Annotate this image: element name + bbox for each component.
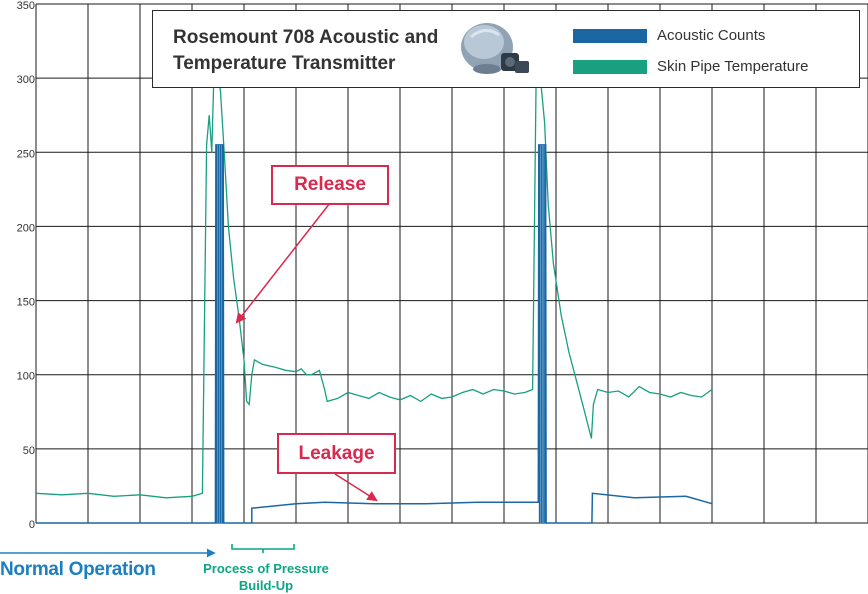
leakage-arrow [334, 473, 378, 502]
acoustic-series [36, 144, 713, 524]
legend-swatch-temperature [573, 60, 647, 74]
y-tick-label: 200 [17, 222, 35, 234]
legend: Rosemount 708 Acoustic and Temperature T… [152, 10, 860, 88]
normal-operation-label: Normal Operation [0, 559, 156, 580]
y-tick-label: 150 [17, 297, 35, 309]
pressure-build-up-label: Process of Pressure Build-Up [203, 561, 329, 593]
process-bracket [231, 544, 295, 553]
release-arrow [235, 202, 331, 324]
transmitter-icon [461, 23, 529, 74]
y-tick-label: 50 [23, 445, 35, 457]
legend-swatch-acoustic [573, 29, 647, 43]
release-callout: Release [271, 165, 389, 205]
y-tick-label: 300 [17, 74, 35, 86]
y-tick-label: 0 [29, 519, 35, 531]
y-tick-label: 100 [17, 371, 35, 383]
leakage-callout: Leakage [277, 433, 396, 474]
y-axis-ticks: 0 50 100 150 200 250 300 350 [17, 0, 35, 531]
legend-label-temperature: Skin Pipe Temperature [657, 58, 809, 75]
legend-label-acoustic: Acoustic Counts [657, 27, 766, 44]
acoustic-line [36, 144, 713, 524]
y-tick-label: 250 [17, 148, 35, 160]
chart-title: Rosemount 708 Acoustic and Temperature T… [173, 27, 439, 74]
y-tick-label: 350 [17, 0, 35, 12]
